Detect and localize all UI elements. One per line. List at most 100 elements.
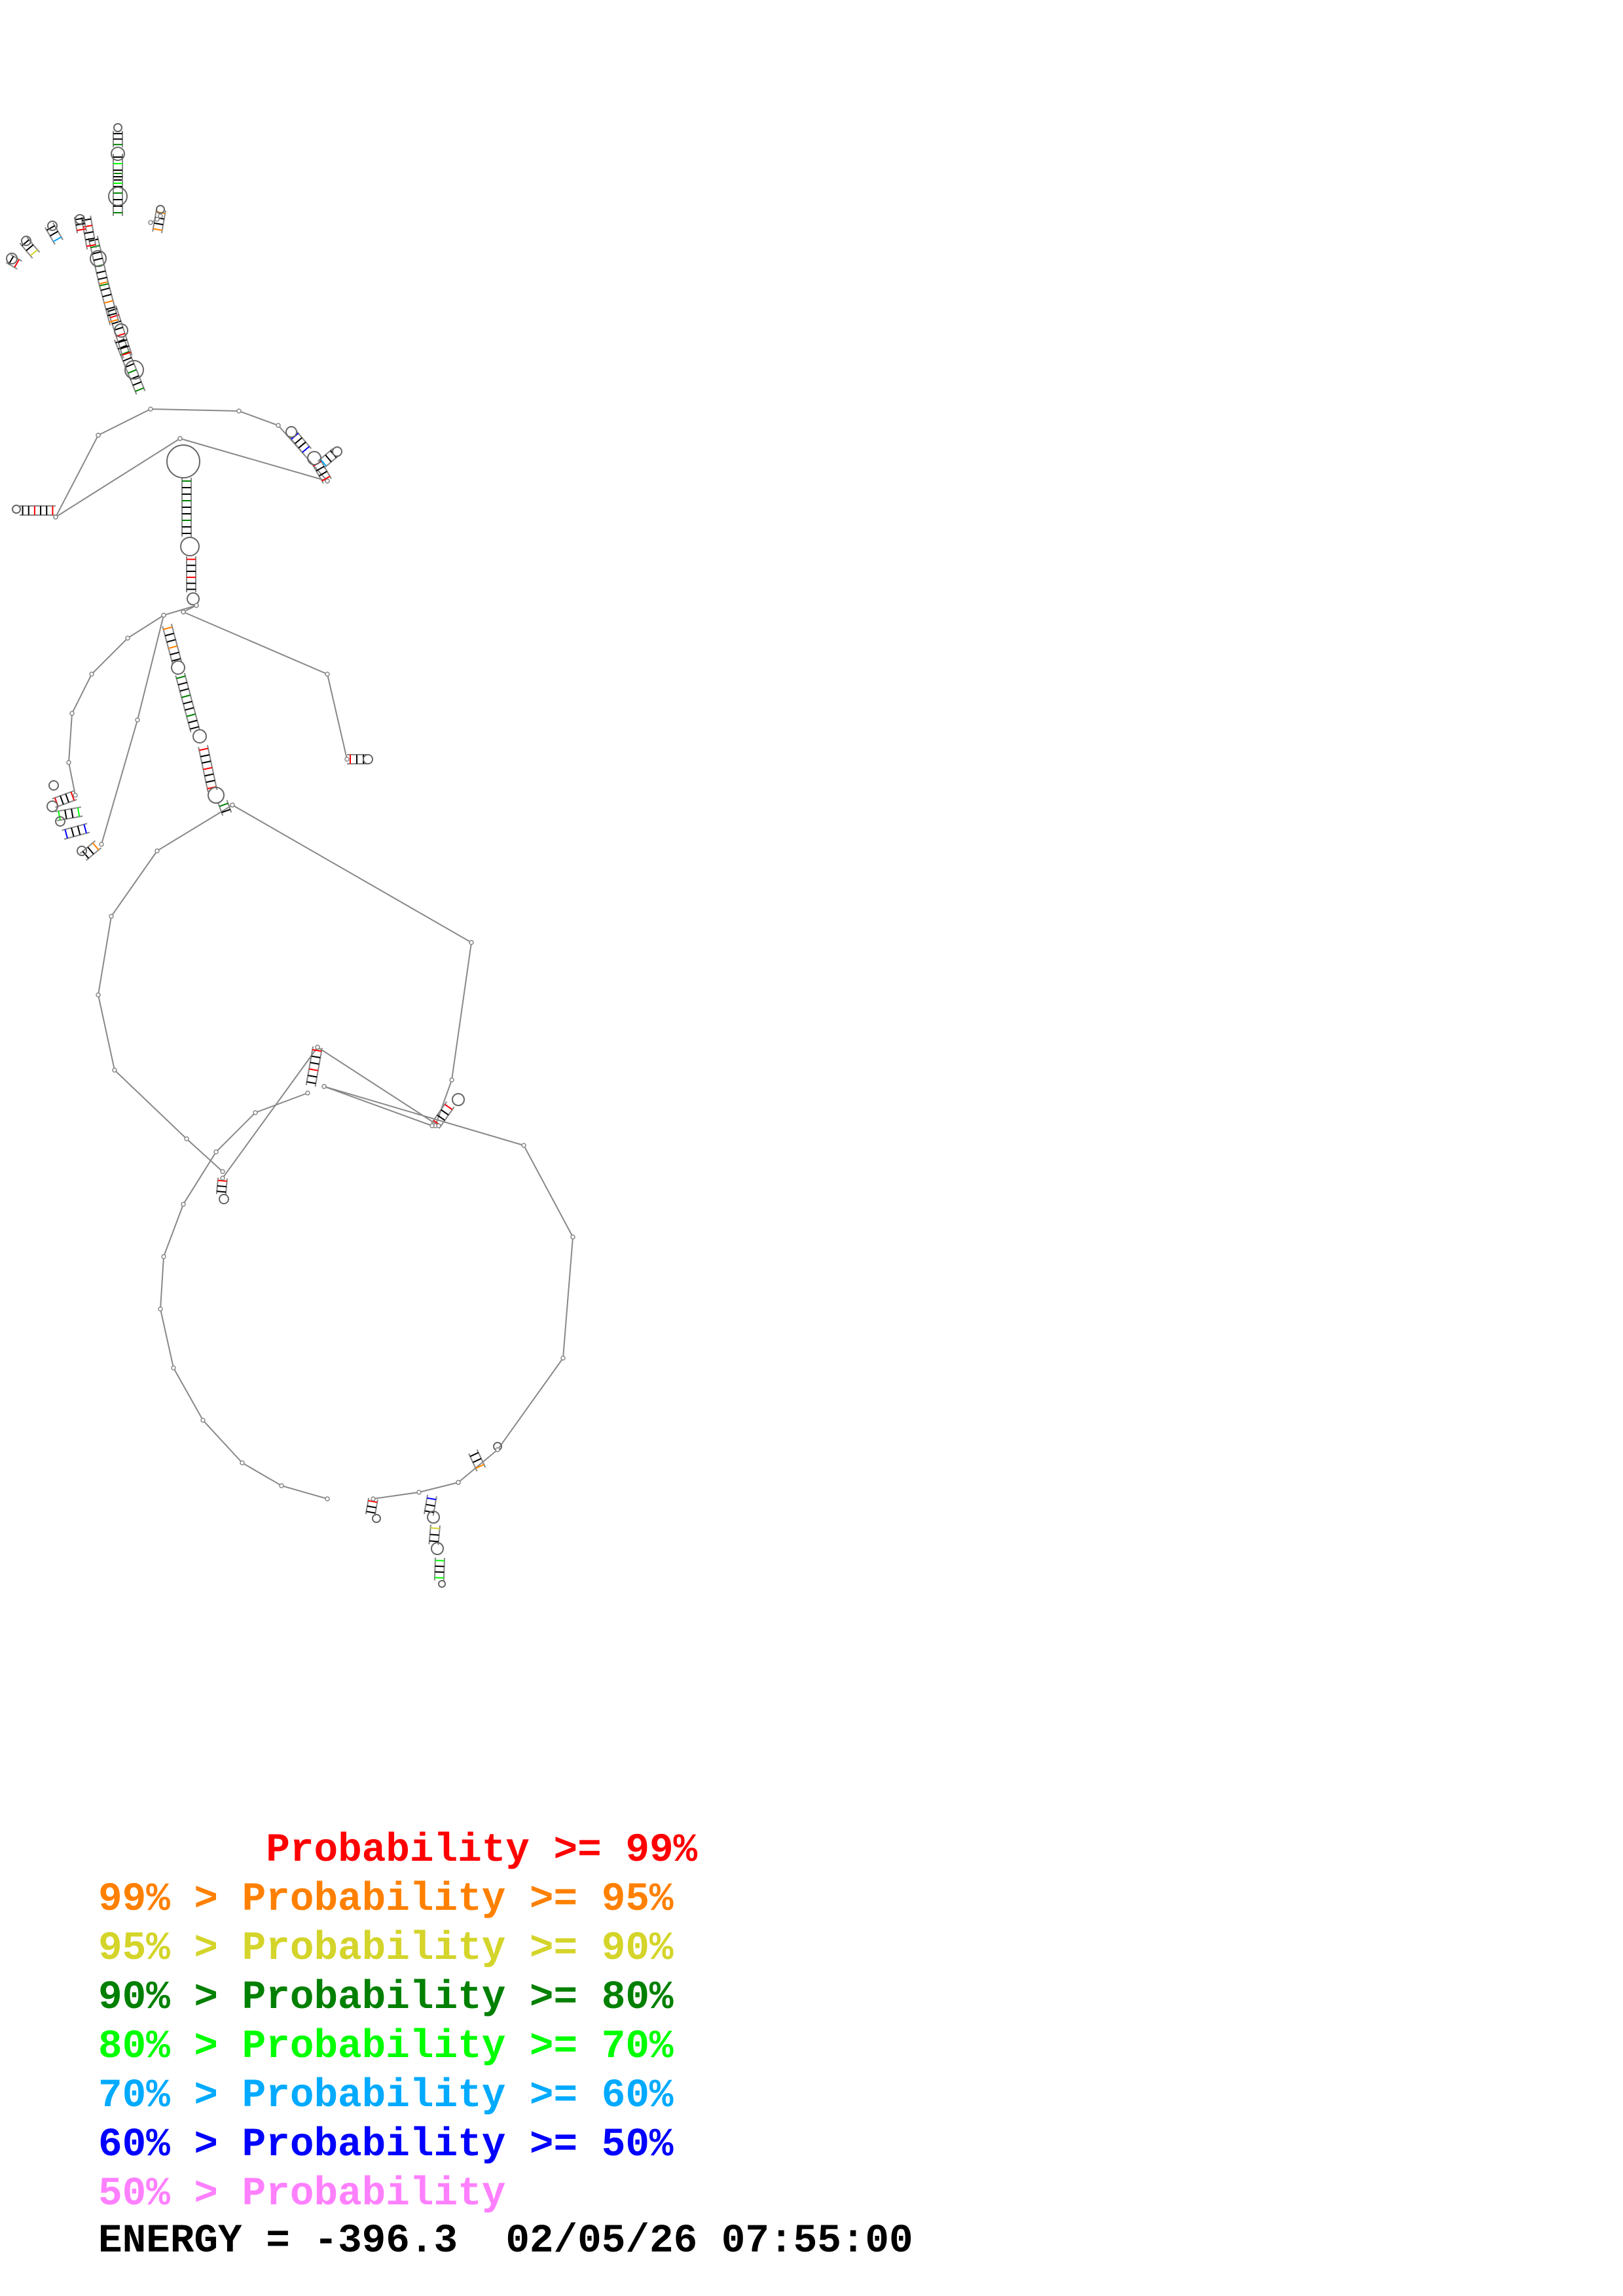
stem-lower-1-pair xyxy=(164,632,174,637)
backbone-node xyxy=(325,1496,330,1501)
backbone-node xyxy=(449,1077,454,1083)
backbone-node xyxy=(177,436,183,441)
stem-left-bundle-4-pair xyxy=(82,851,90,859)
stem-bottom-2-pair xyxy=(475,1463,484,1469)
stem-trunk-5-pair xyxy=(84,231,94,234)
hairpin-left-bundle-3 xyxy=(55,816,65,827)
backbone-node xyxy=(279,1483,284,1488)
stem-left-bundle-2-strand-a xyxy=(55,806,81,813)
hairpin-right-2 xyxy=(332,446,342,457)
backbone-node xyxy=(315,1045,320,1050)
stem-trunk-5-pair xyxy=(82,218,92,221)
stem-bottom-left xyxy=(215,1177,228,1195)
stem-top-left-1-pair xyxy=(77,228,86,232)
hairpin-bottom-left xyxy=(219,1194,229,1204)
stem-left-bundle-3-pair xyxy=(71,827,75,837)
backbone-node xyxy=(109,914,114,919)
backbone-node xyxy=(570,1234,575,1240)
stem-bottom-center-pair xyxy=(308,1068,318,1071)
backbone-node xyxy=(230,802,235,808)
stem-left-bundle-2-strand-b xyxy=(56,815,83,821)
hairpin-left-bundle-2 xyxy=(46,800,58,812)
stem-left-bundle-2-pair xyxy=(77,807,81,817)
stem-top-left-4-strand-b xyxy=(5,262,18,270)
backbone-node xyxy=(155,217,160,222)
stem-left-bundle-2-pair xyxy=(71,808,74,818)
backbone-segment-10 xyxy=(222,1047,318,1179)
backbone-segment-9 xyxy=(232,804,473,1126)
stem-lower-3-pair xyxy=(198,747,209,751)
stem-mid-1 xyxy=(181,478,192,537)
stem-bottom-6 xyxy=(433,1557,445,1581)
stem-right-cluster-1 xyxy=(311,458,332,484)
backbone-node xyxy=(321,1084,327,1089)
stem-bottom-center-pair xyxy=(308,1075,318,1078)
stem-bottom-center-pair xyxy=(312,1049,322,1052)
backbone-node xyxy=(325,672,330,677)
stem-lower-2-pair xyxy=(189,726,200,730)
interior-loop-bottom-5 xyxy=(431,1542,444,1555)
backbone-node xyxy=(220,1175,225,1181)
backbone-node xyxy=(148,220,153,225)
stem-lower-2-pair xyxy=(186,713,196,717)
backbone-node xyxy=(69,711,75,716)
stem-bottom-left-pair xyxy=(217,1185,227,1188)
stem-lower-2-pair xyxy=(188,719,198,724)
stem-left-bundle-4-pair xyxy=(87,846,94,855)
hairpin-right-1 xyxy=(285,426,297,438)
backbone-segment-5 xyxy=(101,615,164,845)
stem-trunk-4-pair xyxy=(99,283,109,287)
stem-lower-2 xyxy=(175,672,201,733)
stem-top-c xyxy=(113,131,123,147)
backbone-node xyxy=(181,1202,186,1207)
energy-value: -396.3 xyxy=(314,2219,458,2264)
stem-lower-4 xyxy=(217,800,232,816)
backbone-node xyxy=(148,406,153,412)
backbone-node xyxy=(155,848,160,853)
backbone-node xyxy=(135,717,140,723)
rna-backbone xyxy=(55,215,574,1499)
stem-top-left-2 xyxy=(45,223,64,245)
stem-bottom-center-strand-a xyxy=(305,1046,314,1086)
backbone-node xyxy=(521,1143,526,1148)
stem-left-bundle-2-pair xyxy=(58,811,61,821)
interior-loop-mid-2 xyxy=(187,592,200,605)
stem-trunk-3-pair xyxy=(100,287,110,291)
legend-row-90: 95% > Probability >= 90% xyxy=(98,1926,674,1971)
backbone-node xyxy=(240,1460,245,1465)
stem-right-cluster-1-pair xyxy=(316,465,325,472)
backbone-node xyxy=(158,1306,163,1312)
stem-right-cluster-1-pair xyxy=(321,475,331,482)
backbone-segment-14 xyxy=(159,1092,328,1499)
stem-lower-2-pair xyxy=(176,675,186,679)
stem-bottom-right-1 xyxy=(431,1101,455,1129)
energy-readout: ENERGY = -396.3 02/05/26 07:55:00 xyxy=(98,2219,913,2264)
backbone-node xyxy=(236,408,242,414)
stem-trunk-3-pair xyxy=(99,281,109,285)
backbone-segment-11 xyxy=(317,1047,439,1126)
backbone-segment-1 xyxy=(55,435,99,518)
stem-bottom-5-pair xyxy=(429,1534,439,1536)
stem-lower-1-pair xyxy=(163,626,173,630)
hairpin-left-bundle-4 xyxy=(77,846,87,856)
backbone-node xyxy=(161,613,166,618)
stem-left-bundle-4-pair xyxy=(92,842,100,851)
stem-trunk-1-pair xyxy=(132,381,142,386)
backbone-node xyxy=(220,1169,225,1174)
backbone-node xyxy=(416,1490,422,1495)
backbone-node xyxy=(125,636,130,641)
stem-lower-1-pair xyxy=(166,639,176,643)
interior-loop-mid-1 xyxy=(180,537,200,556)
stem-trunk-1 xyxy=(113,336,146,395)
hairpin-top-a xyxy=(111,147,125,161)
stem-lower-3-pair xyxy=(200,754,210,758)
backbone-node xyxy=(344,757,350,762)
stem-trunk-2-pair xyxy=(114,327,124,331)
stem-trunk-1-pair xyxy=(125,363,135,368)
stem-top-left-2-pair xyxy=(46,224,56,231)
stem-lower-4-pair xyxy=(219,802,228,808)
hairpin-right-small xyxy=(363,754,373,764)
stem-trunk-1-pair xyxy=(128,368,137,374)
stem-top-left-4-strand-a xyxy=(10,254,22,262)
stem-left-bundle-1-pair xyxy=(65,793,70,803)
